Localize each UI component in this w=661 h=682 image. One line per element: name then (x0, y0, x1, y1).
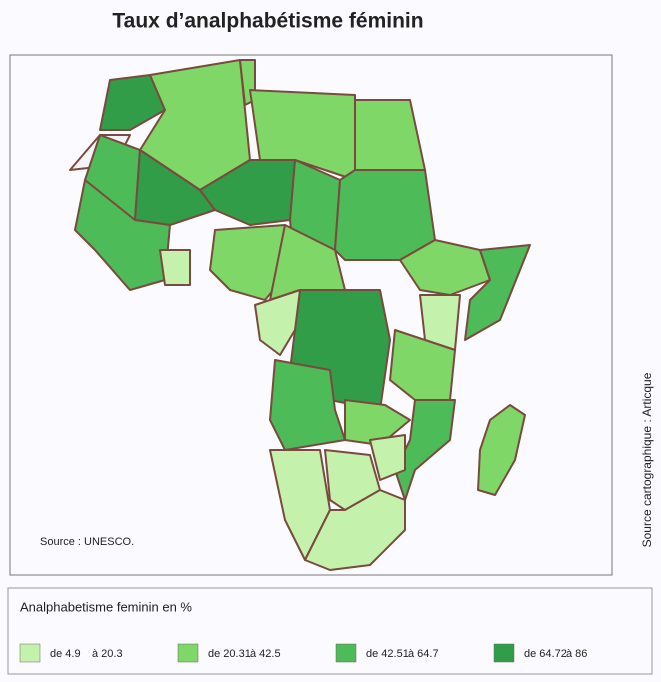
legend-to: à 20.3 (92, 648, 123, 660)
legend-frame (7, 587, 653, 675)
map-frame (9, 54, 613, 576)
country (159, 249, 191, 286)
map-title: Taux d’analphabétisme féminin (112, 10, 423, 33)
legend-swatch (19, 643, 41, 663)
source: Source : UNESCO. (40, 536, 134, 548)
legend-to: à 42.5 (250, 648, 281, 660)
country (464, 244, 531, 341)
legend: de 4.9 à 20.3 de 20.31 à 42.5 de 42.51 à 64.7… (19, 643, 587, 663)
country (99, 74, 166, 131)
legend-title: Analphabetisme feminin en % (20, 599, 192, 614)
legend-to: à 64.7 (408, 648, 439, 660)
country (74, 179, 171, 291)
country (344, 399, 411, 446)
country (254, 289, 301, 356)
country (477, 404, 526, 496)
legend-from: de 64.72 (524, 648, 567, 660)
legend-swatch (335, 643, 357, 663)
legend-from: de 42.51 (366, 648, 409, 660)
credit: Source cartographique : Articque (640, 372, 654, 547)
countries (69, 59, 531, 571)
country (304, 489, 406, 571)
legend-from: de 20.31 (208, 648, 251, 660)
legend-swatch (177, 643, 199, 663)
country (249, 89, 356, 181)
legend-to: à 86 (566, 648, 587, 660)
country (394, 399, 456, 501)
country (369, 434, 406, 481)
country (134, 149, 216, 226)
country (354, 99, 426, 171)
country (334, 169, 436, 261)
legend-swatch (493, 643, 515, 663)
legend-from: de 4.9 (50, 648, 81, 660)
